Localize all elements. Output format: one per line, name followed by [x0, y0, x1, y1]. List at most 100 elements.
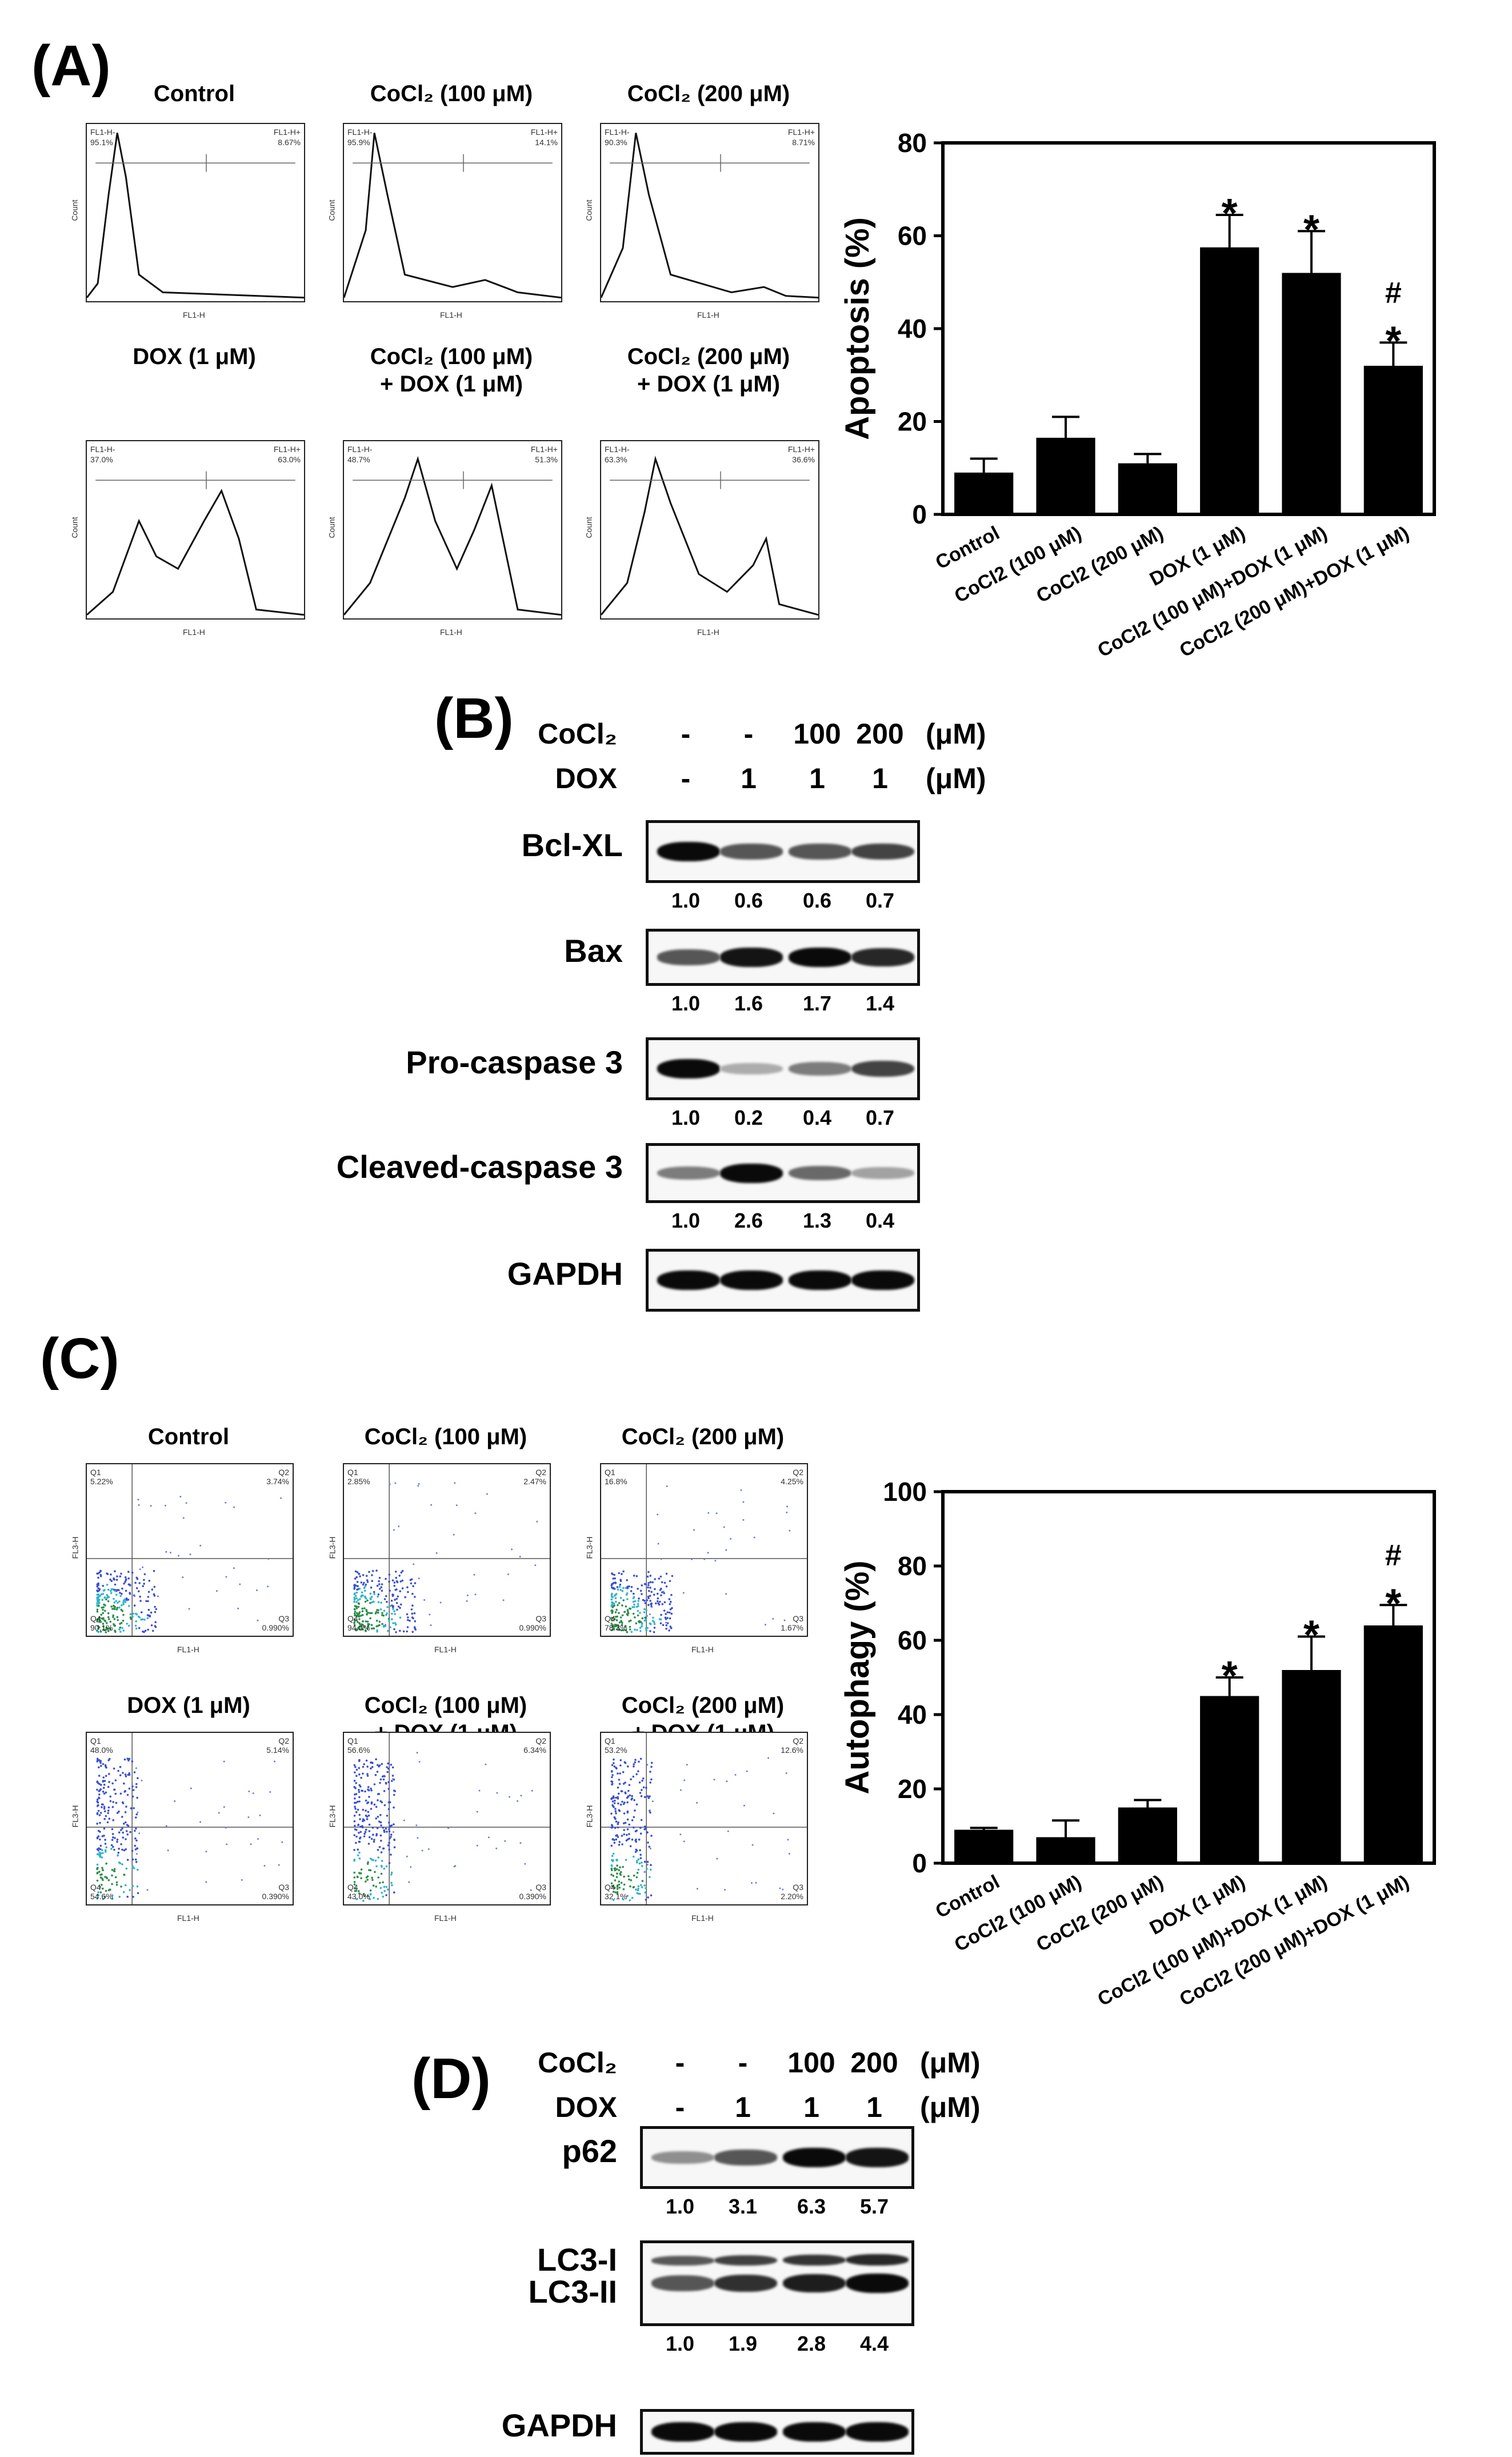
blot-membrane: [646, 1143, 920, 1203]
scatter-point: [370, 1801, 373, 1804]
scatter-point: [612, 1795, 615, 1797]
dotplot-y-axis-label: FL3-H: [70, 1805, 80, 1828]
scatter-point: [679, 1789, 682, 1791]
scatter-point: [225, 1827, 227, 1829]
quadrant-q1: Q1: [605, 1468, 615, 1477]
scatter-point: [633, 1765, 635, 1768]
scatter-point: [663, 1601, 666, 1604]
scatter-point: [633, 1592, 635, 1595]
scatter-point: [683, 1840, 685, 1843]
scatter-point: [647, 1571, 650, 1573]
scatter-point: [621, 1800, 623, 1803]
scatter-point: [359, 1825, 362, 1828]
scatter-point: [357, 1599, 359, 1601]
scatter-point: [103, 1780, 106, 1782]
dotplot-title: CoCl₂ (200 μM): [621, 1424, 785, 1449]
scatter-point: [473, 1573, 475, 1576]
scatter-point: [104, 1876, 106, 1878]
y-tick-label: 40: [898, 1700, 927, 1729]
histogram-curve: [86, 133, 305, 299]
scatter-point: [137, 1892, 139, 1895]
scatter-point: [626, 1609, 629, 1611]
scatter-point: [613, 1796, 615, 1799]
scatter-point: [143, 1583, 145, 1585]
scatter-point: [371, 1879, 374, 1881]
scatter-point: [660, 1613, 662, 1616]
scatter-point: [413, 1612, 416, 1615]
scatter-point: [617, 1588, 619, 1591]
scatter-point: [99, 1760, 101, 1763]
scatter-point: [633, 1606, 635, 1608]
scatter-point: [139, 1595, 141, 1598]
scatter-point: [97, 1576, 99, 1579]
scatter-point: [120, 1885, 122, 1888]
scatter-point: [96, 1572, 98, 1575]
blot-membrane: [640, 2409, 914, 2455]
quadrant-q1-value: 5.22%: [90, 1477, 113, 1486]
scatter-point: [402, 1630, 405, 1633]
scatter-point: [649, 1809, 651, 1811]
scatter-point: [657, 1597, 659, 1600]
scatter-point: [394, 1599, 396, 1601]
scatter-point: [354, 1797, 356, 1800]
scatter-point: [502, 1599, 505, 1601]
quadrant-q3-value: 2.20%: [781, 1892, 803, 1901]
scatter-point: [367, 1625, 370, 1628]
quadrant-q4-value: 43.0%: [347, 1892, 370, 1901]
scatter-point: [359, 1837, 361, 1840]
scatter-point: [638, 1760, 640, 1763]
scatter-point: [646, 1795, 649, 1797]
scatter-point: [137, 1615, 140, 1618]
scatter-point: [614, 1799, 616, 1802]
scatter-point: [633, 1874, 635, 1877]
scatter-point: [354, 1612, 356, 1615]
scatter-point: [381, 1623, 383, 1625]
blot-header-value: 200: [856, 718, 904, 750]
scatter-point: [145, 1600, 147, 1603]
scatter-point: [116, 1812, 119, 1814]
scatter-point: [631, 1795, 633, 1797]
scatter-point: [621, 1604, 623, 1607]
scatter-point: [626, 1801, 629, 1804]
scatter-point: [651, 1606, 653, 1608]
scatter-point: [365, 1814, 367, 1817]
scatter-point: [111, 1833, 114, 1835]
scatter-point: [383, 1609, 386, 1612]
scatter-point: [423, 1599, 426, 1601]
scatter-point: [365, 1876, 368, 1879]
scatter-point: [635, 1622, 638, 1625]
scatter-point: [356, 1588, 358, 1591]
gate-value-right: 14.1%: [535, 138, 558, 147]
scatter-point: [155, 1608, 158, 1611]
protein-band: [789, 1062, 851, 1076]
scatter-point: [353, 1834, 355, 1836]
histogram-curve: [600, 456, 819, 616]
blot-header-label: DOX: [555, 762, 617, 794]
scatter-point: [354, 1805, 356, 1808]
scatter-point: [106, 1584, 109, 1586]
scatter-point: [98, 1797, 101, 1799]
scatter-point: [368, 1823, 371, 1826]
protein-band: [714, 2422, 777, 2442]
scatter-point: [123, 1782, 125, 1785]
scatter-point: [360, 1581, 363, 1584]
protein-band: [651, 2151, 714, 2164]
blot-header-unit: (μM): [920, 2047, 981, 2079]
scatter-point: [628, 1833, 630, 1835]
scatter-point: [613, 1841, 616, 1844]
scatter-point: [125, 1848, 127, 1851]
histogram-x-axis-label: FL1-H: [697, 310, 719, 319]
scatter-point: [403, 1819, 405, 1821]
histogram-plot: FL1-H- FL1-H+ 95.9% 14.1%: [343, 123, 562, 302]
scatter-point: [113, 1578, 115, 1580]
scatter-point: [98, 1790, 101, 1792]
scatter-point: [122, 1601, 125, 1604]
protein-band-upper: [846, 2254, 909, 2266]
scatter-point: [118, 1847, 120, 1850]
scatter-point: [670, 1593, 673, 1596]
scatter-point: [382, 1895, 385, 1898]
scatter-point: [623, 1611, 626, 1613]
scatter-point: [373, 1803, 376, 1806]
scatter-point: [133, 1807, 135, 1809]
scatter-point: [392, 1622, 394, 1624]
